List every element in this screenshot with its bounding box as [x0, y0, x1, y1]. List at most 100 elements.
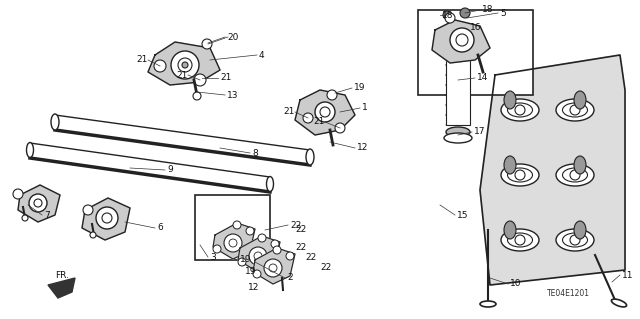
Ellipse shape	[504, 156, 516, 174]
Ellipse shape	[26, 143, 33, 158]
Text: 11: 11	[622, 271, 634, 279]
Text: 9: 9	[167, 166, 173, 174]
Text: 6: 6	[157, 224, 163, 233]
Text: 19: 19	[354, 84, 365, 93]
Bar	[418, 10, 533, 95]
Text: FR.: FR.	[55, 271, 69, 279]
Circle shape	[445, 13, 455, 23]
Circle shape	[327, 90, 337, 100]
Polygon shape	[148, 42, 220, 85]
Circle shape	[254, 252, 262, 260]
Circle shape	[570, 170, 580, 180]
Polygon shape	[295, 90, 355, 135]
Ellipse shape	[556, 99, 594, 121]
Circle shape	[246, 227, 254, 235]
Ellipse shape	[574, 156, 586, 174]
Circle shape	[515, 105, 525, 115]
Text: 13: 13	[227, 91, 239, 100]
Polygon shape	[48, 278, 75, 298]
Circle shape	[515, 235, 525, 245]
Circle shape	[224, 234, 242, 252]
Ellipse shape	[504, 91, 516, 109]
Circle shape	[258, 234, 266, 242]
Circle shape	[22, 215, 28, 221]
Text: 22: 22	[320, 263, 332, 272]
Ellipse shape	[266, 176, 273, 191]
Text: 5: 5	[500, 9, 506, 18]
Polygon shape	[82, 198, 130, 240]
Circle shape	[303, 113, 313, 123]
Ellipse shape	[501, 99, 539, 121]
Text: 20: 20	[227, 33, 238, 41]
Circle shape	[34, 199, 42, 207]
Circle shape	[102, 213, 112, 223]
Circle shape	[271, 240, 279, 248]
Circle shape	[213, 245, 221, 253]
Text: 10: 10	[510, 279, 522, 288]
Circle shape	[202, 39, 212, 49]
Text: 16: 16	[470, 24, 481, 33]
Ellipse shape	[563, 168, 588, 182]
Text: 2: 2	[287, 273, 292, 283]
Bar	[446, 45, 470, 125]
Circle shape	[238, 258, 246, 266]
Circle shape	[193, 92, 201, 100]
Text: 21: 21	[220, 73, 232, 83]
Circle shape	[249, 247, 267, 265]
Circle shape	[264, 259, 282, 277]
Circle shape	[229, 239, 237, 247]
Circle shape	[570, 235, 580, 245]
Text: 8: 8	[252, 149, 258, 158]
Ellipse shape	[574, 91, 586, 109]
Ellipse shape	[447, 31, 469, 39]
Text: 4: 4	[259, 50, 264, 60]
Circle shape	[320, 107, 330, 117]
Text: 18: 18	[482, 5, 493, 14]
Ellipse shape	[611, 299, 627, 307]
Bar	[195, 195, 270, 260]
Circle shape	[182, 62, 188, 68]
Circle shape	[515, 170, 525, 180]
Text: 22: 22	[295, 226, 307, 234]
Text: 14: 14	[477, 73, 488, 83]
Circle shape	[315, 102, 335, 122]
Ellipse shape	[508, 103, 532, 117]
Ellipse shape	[444, 133, 472, 143]
Ellipse shape	[501, 164, 539, 186]
Ellipse shape	[306, 149, 314, 165]
Polygon shape	[213, 223, 255, 259]
Ellipse shape	[504, 221, 516, 239]
Ellipse shape	[563, 233, 588, 247]
Circle shape	[90, 232, 96, 238]
Ellipse shape	[574, 221, 586, 239]
Polygon shape	[18, 185, 60, 222]
Circle shape	[233, 221, 241, 229]
Circle shape	[171, 51, 199, 79]
Text: 19: 19	[245, 268, 257, 277]
Ellipse shape	[508, 168, 532, 182]
Text: 19: 19	[240, 256, 252, 264]
Ellipse shape	[480, 301, 496, 307]
Circle shape	[178, 58, 192, 72]
Circle shape	[194, 74, 206, 86]
Text: 21: 21	[283, 108, 294, 116]
Circle shape	[456, 34, 468, 46]
Circle shape	[29, 194, 47, 212]
Text: 17: 17	[474, 128, 486, 137]
Ellipse shape	[448, 25, 468, 35]
Circle shape	[273, 246, 281, 254]
Circle shape	[83, 205, 93, 215]
Circle shape	[253, 270, 261, 278]
Polygon shape	[432, 20, 490, 63]
Text: 1: 1	[362, 103, 368, 113]
Text: 22: 22	[305, 254, 316, 263]
Ellipse shape	[446, 127, 470, 137]
Polygon shape	[238, 236, 280, 272]
Text: 21: 21	[136, 56, 147, 64]
Text: 12: 12	[248, 283, 259, 292]
Circle shape	[286, 252, 294, 260]
Text: 21: 21	[313, 117, 324, 127]
Circle shape	[460, 8, 470, 18]
Text: 7: 7	[44, 211, 50, 219]
Text: 21: 21	[176, 70, 188, 79]
